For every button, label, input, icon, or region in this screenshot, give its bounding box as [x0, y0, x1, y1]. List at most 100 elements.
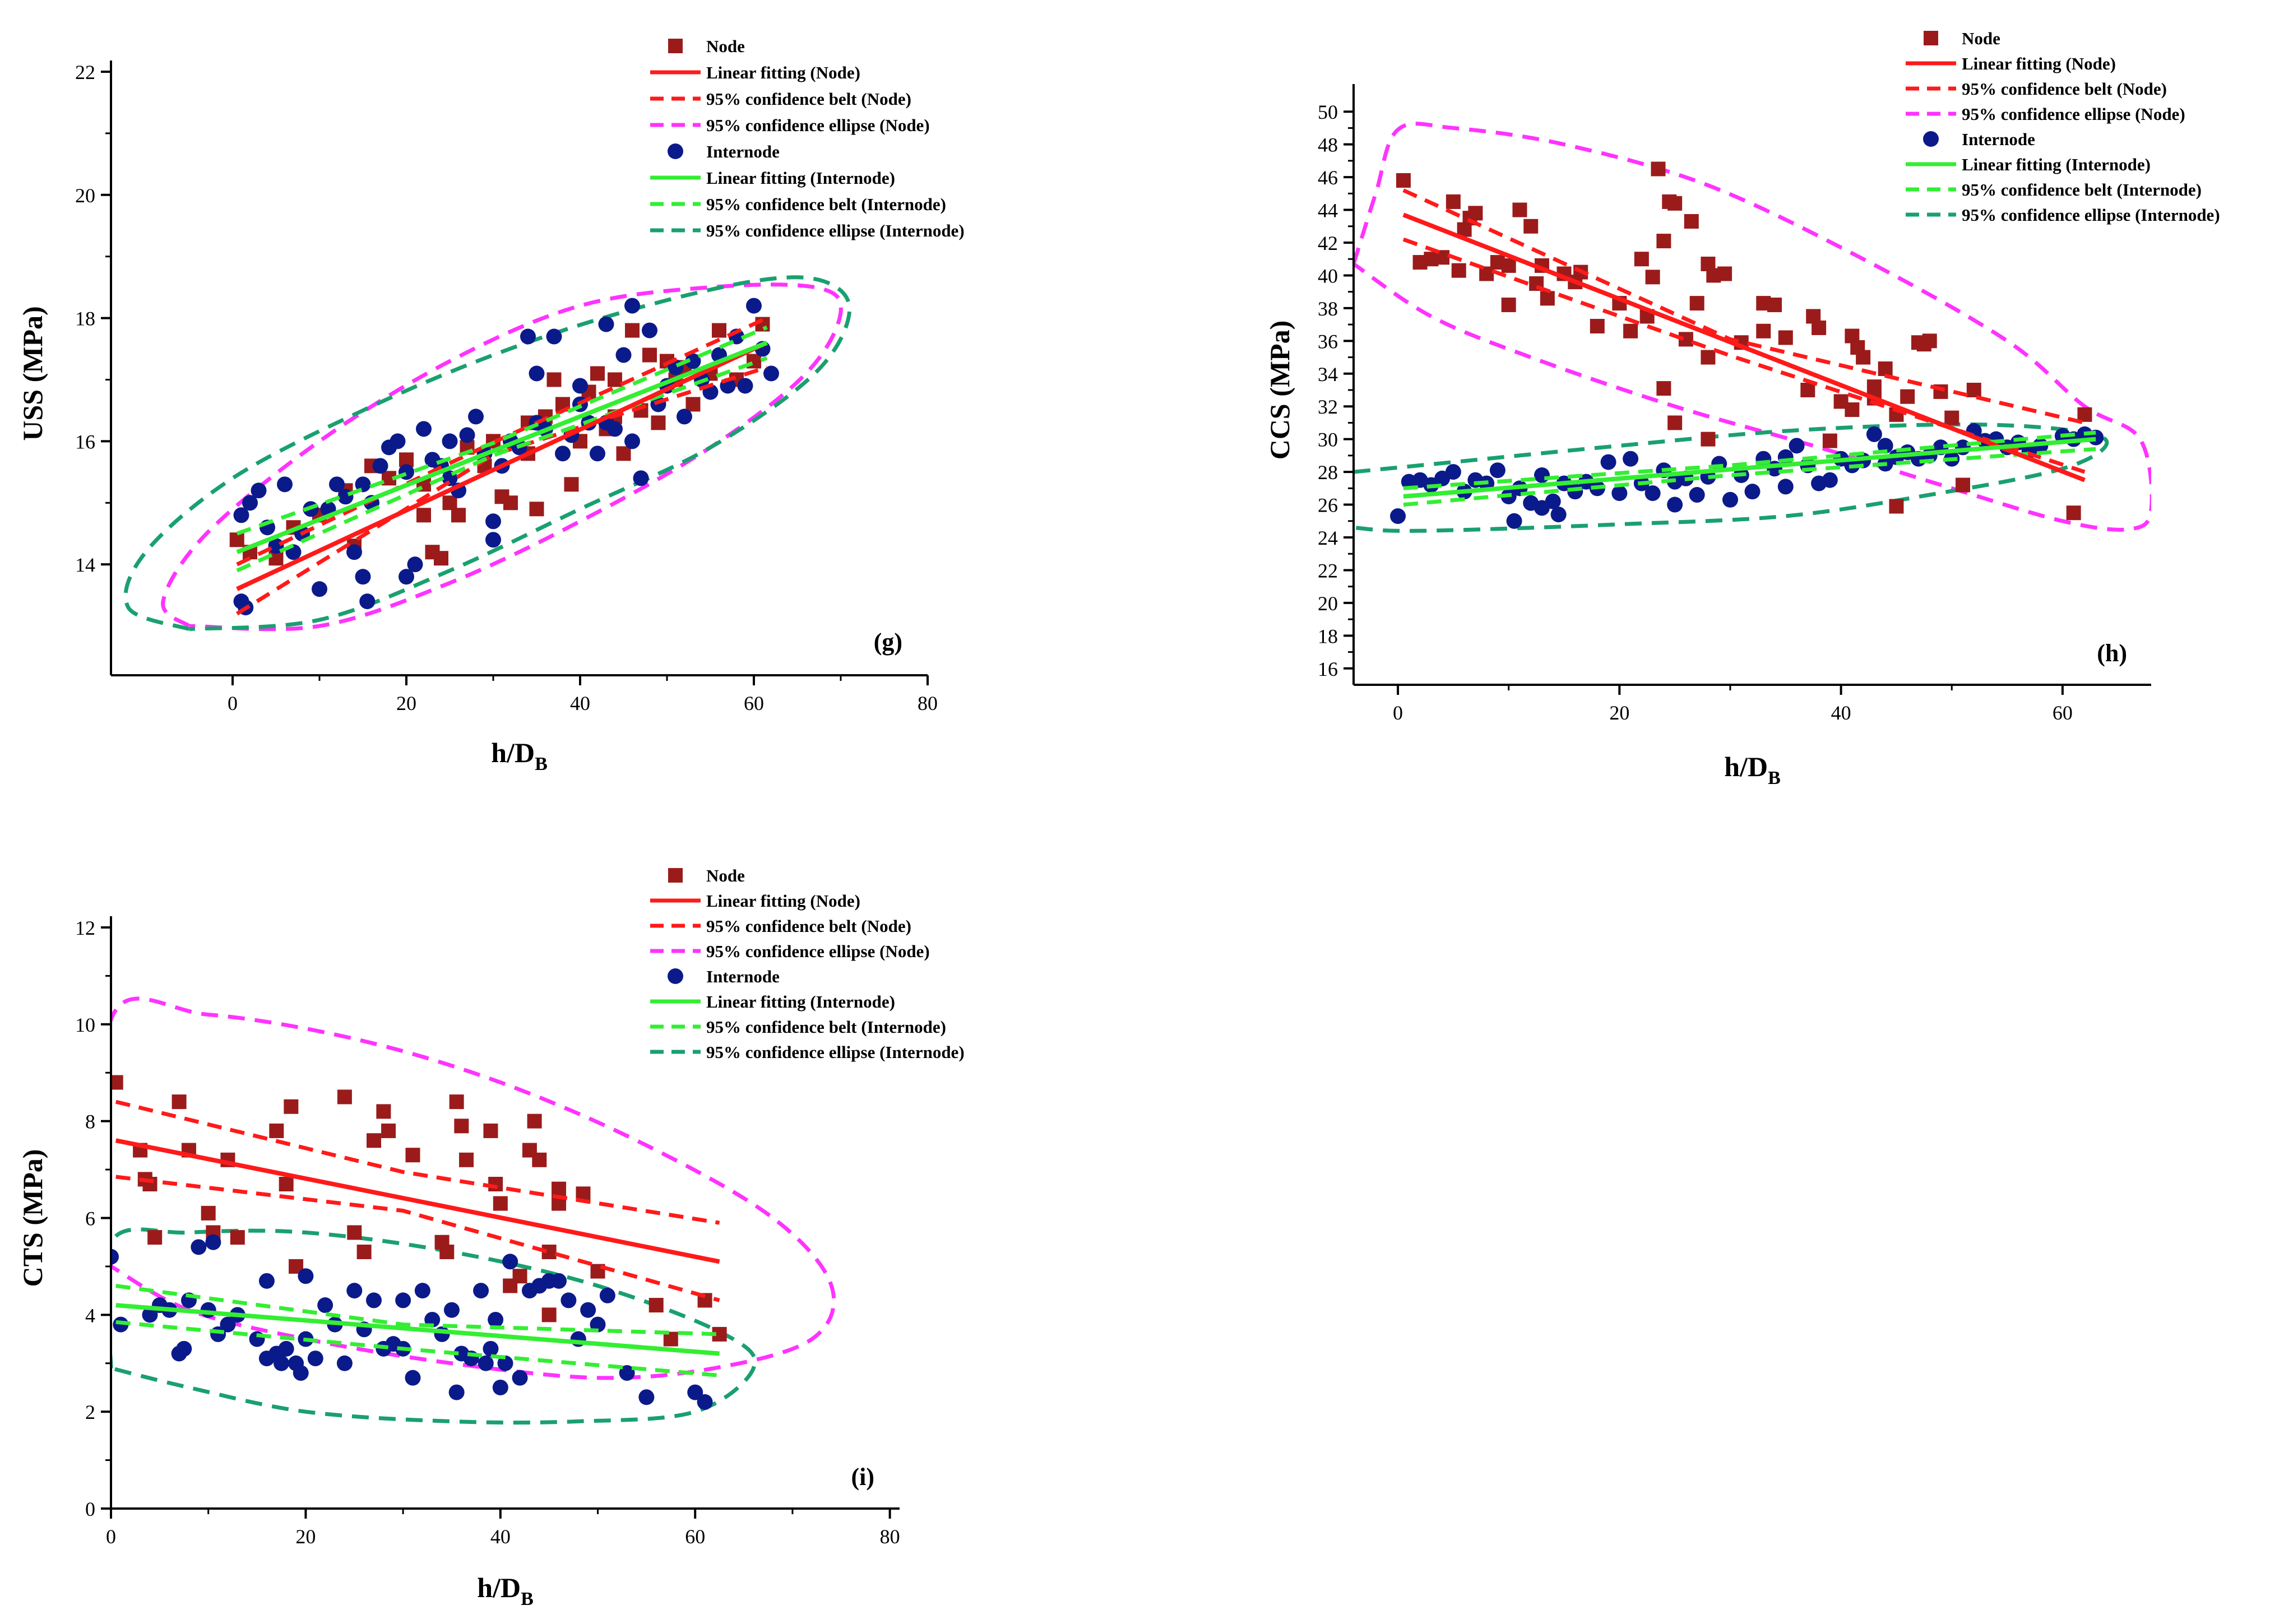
x-axis-title: h/DB: [477, 1572, 534, 1609]
legend-item: 95% confidence belt (Internode): [650, 194, 946, 214]
y-tick-label: 16: [1318, 658, 1338, 680]
internode-point: [1822, 472, 1838, 488]
node-point: [1501, 298, 1516, 313]
node-point: [376, 1104, 391, 1119]
node-point: [625, 323, 640, 338]
legend-label: 95% confidence ellipse (Internode): [706, 221, 965, 240]
node-point: [356, 1244, 372, 1259]
legend-label: 95% confidence ellipse (Node): [706, 941, 930, 961]
y-tick-label: 8: [85, 1111, 95, 1133]
confidence-belt-upper-internode: [1403, 430, 2096, 490]
node-point: [1845, 402, 1860, 417]
internode-point: [1489, 462, 1505, 479]
internode-point: [633, 470, 649, 486]
legend-item: Linear fitting (Internode): [650, 168, 895, 188]
internode-point: [619, 1365, 635, 1381]
x-tick-label: 40: [490, 1525, 511, 1548]
legend-label: Linear fitting (Node): [1962, 54, 2116, 73]
node-point: [279, 1177, 294, 1192]
node-point: [1512, 202, 1527, 217]
y-tick-label: 44: [1318, 199, 1338, 222]
internode-point: [488, 1311, 504, 1328]
node-point: [503, 495, 518, 511]
internode-point: [307, 1351, 323, 1367]
confidence-belt-upper-internode: [115, 1284, 720, 1337]
legend-item: 95% confidence ellipse (Node): [1906, 104, 2185, 124]
legend-item: 95% confidence ellipse (Internode): [1906, 205, 2220, 225]
internode-point: [395, 1292, 411, 1309]
internode-point: [1877, 438, 1893, 454]
confidence-ellipse-internode: [123, 275, 852, 632]
node-point: [483, 1123, 498, 1138]
y-tick-label: 20: [75, 184, 95, 207]
internode-point: [442, 433, 458, 449]
node-point: [147, 1230, 163, 1245]
confidence-belt-upper-node: [236, 316, 768, 567]
legend-internode-marker: [668, 968, 683, 984]
node-point: [201, 1205, 216, 1221]
confidence-belt-lower-internode: [1403, 447, 2096, 507]
legend-item: 95% confidence belt (Internode): [1906, 180, 2202, 199]
internode-point: [497, 1355, 513, 1371]
node-point: [1856, 350, 1871, 365]
internode-point: [763, 365, 779, 382]
node-point: [532, 1152, 547, 1167]
legend-label: 95% confidence ellipse (Internode): [1962, 205, 2220, 225]
internode-point: [355, 476, 371, 493]
legend-item: Internode: [668, 967, 780, 986]
x-tick-label: 40: [1831, 702, 1851, 724]
internode-point: [399, 569, 414, 585]
node-point: [1966, 383, 1981, 397]
node-point: [1701, 350, 1716, 365]
internode-point: [615, 347, 632, 363]
internode-point: [580, 1302, 596, 1318]
legend-label: Linear fitting (Internode): [1962, 155, 2151, 174]
x-tick-label: 60: [685, 1525, 705, 1548]
node-point: [1878, 361, 1893, 377]
internode-point: [555, 446, 571, 462]
x-tick-label: 20: [1609, 702, 1629, 724]
x-tick-label: 60: [744, 692, 764, 714]
node-point: [564, 477, 579, 492]
internode-point: [298, 1268, 314, 1284]
legend-label: 95% confidence ellipse (Node): [1962, 104, 2185, 124]
node-point: [347, 1225, 362, 1240]
x-axis-title: h/DB: [1724, 751, 1781, 788]
node-point: [459, 1152, 474, 1167]
internode-point: [405, 1370, 421, 1386]
plot-area: [1354, 122, 2151, 533]
node-point: [1900, 389, 1915, 404]
node-point: [229, 532, 244, 547]
confidence-belt-upper-internode: [236, 325, 768, 536]
legend-item: Node: [668, 36, 745, 56]
x-tick-label: 80: [880, 1525, 900, 1548]
x-tick-label: 60: [2053, 702, 2073, 724]
internode-point: [337, 489, 354, 505]
node-point: [439, 1244, 455, 1259]
y-tick-label: 16: [75, 430, 95, 453]
internode-point: [414, 1283, 430, 1299]
internode-point: [546, 328, 562, 345]
internode-point: [483, 1340, 499, 1357]
internode-point: [220, 1316, 236, 1333]
node-point: [230, 1230, 245, 1245]
node-point: [642, 347, 657, 363]
legend-label: Node: [1962, 29, 2000, 48]
internode-point: [697, 1394, 713, 1410]
node-point: [541, 1307, 557, 1323]
internode-point: [1689, 487, 1705, 503]
confidence-belt-lower-node: [235, 365, 768, 616]
x-axis-title-subscript: B: [535, 754, 548, 774]
node-point: [648, 1298, 664, 1313]
legend-node-marker: [1924, 31, 1938, 45]
chart-panel-i: 0 20 40 60 80 0 2 4 6 8 10 12 h/DB CTS (MPa) (i) Node Li…: [17, 866, 965, 1609]
internode-point: [329, 476, 345, 493]
node-point: [685, 397, 701, 412]
internode-point: [372, 458, 388, 474]
internode-point: [273, 1355, 289, 1371]
node-point: [416, 508, 431, 523]
node-point: [451, 508, 466, 523]
internode-point: [502, 1254, 518, 1270]
node-point: [1684, 214, 1699, 229]
legend-label: Internode: [706, 967, 780, 986]
